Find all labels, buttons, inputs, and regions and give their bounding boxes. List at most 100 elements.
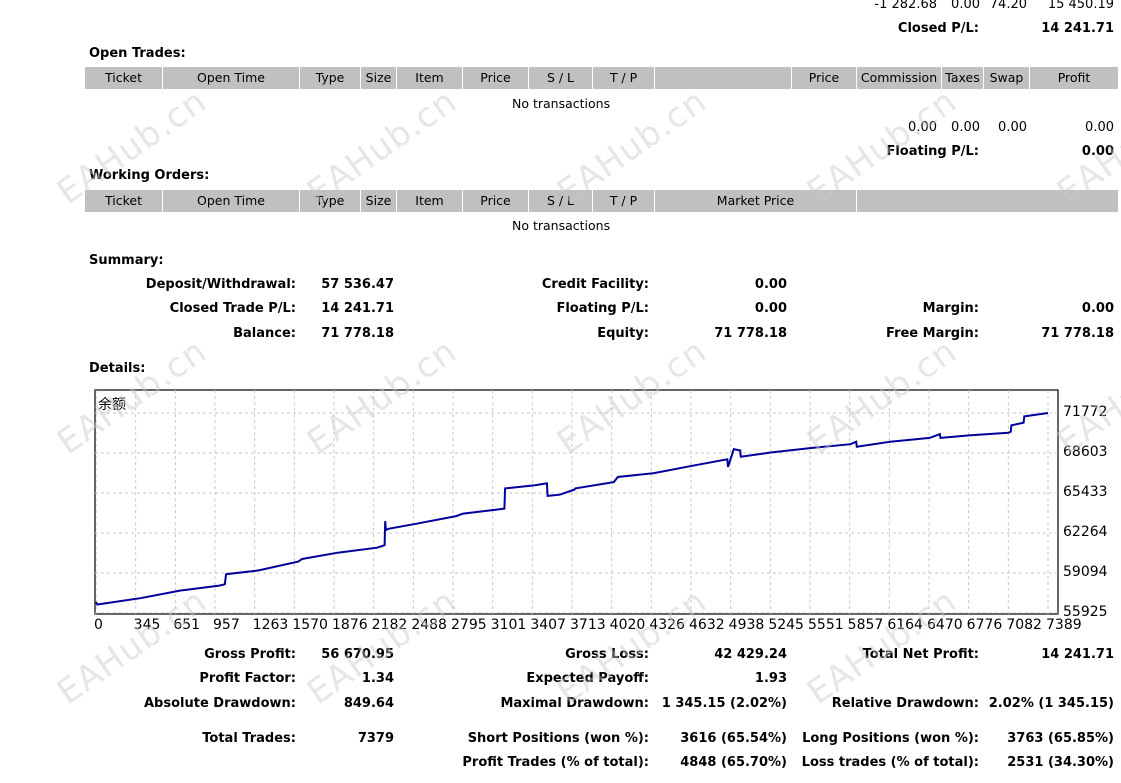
col-type[interactable]: Type (300, 67, 361, 89)
balance-value: 71 778.18 (321, 326, 394, 341)
col-swap[interactable]: Swap (984, 67, 1030, 89)
top-swap-total: 74.20 (989, 0, 1027, 12)
free-margin-value: 71 778.18 (1041, 326, 1114, 341)
col-tp[interactable]: T / P (593, 67, 655, 89)
col-open-time[interactable]: Open Time (163, 67, 300, 89)
x-tick-label: 4020 (609, 617, 646, 633)
summary-floating-pl-value: 0.00 (754, 301, 787, 316)
gross-profit-value: 56 670.95 (321, 647, 394, 662)
y-tick-label: 65433 (1063, 484, 1108, 500)
summary-floating-pl-label: Floating P/L: (556, 301, 649, 316)
deposit-value: 57 536.47 (321, 277, 394, 292)
x-tick-label: 7082 (1006, 617, 1042, 633)
y-tick-label: 68603 (1063, 444, 1108, 460)
deposit-label: Deposit/Withdrawal: (145, 277, 296, 292)
x-tick-label: 2795 (451, 617, 487, 633)
total-trades-label: Total Trades: (202, 731, 296, 746)
col-price[interactable]: Price (463, 67, 529, 89)
total-net-profit-value: 14 241.71 (1041, 647, 1114, 662)
x-tick-label: 4938 (728, 617, 765, 633)
x-tick-label: 1263 (252, 617, 289, 633)
short-positions-value: 3616 (65.54%) (680, 731, 787, 746)
closed-trade-pl-value: 14 241.71 (321, 301, 394, 316)
x-tick-label: 2488 (411, 617, 447, 633)
top-profit-total: 15 450.19 (1047, 0, 1114, 12)
balance-series-line (95, 412, 1049, 606)
relative-drawdown-label: Relative Drawdown: (831, 696, 979, 711)
x-tick-label: 7389 (1046, 617, 1082, 633)
absolute-drawdown-label: Absolute Drawdown: (144, 696, 296, 711)
closed-pl-label: Closed P/L: (897, 21, 979, 36)
x-tick-label: 651 (173, 617, 201, 633)
y-tick-label: 59094 (1063, 564, 1108, 580)
x-tick-label: 0 (94, 617, 103, 633)
open-trades-title: Open Trades: (89, 46, 186, 61)
working-orders-empty: No transactions (512, 218, 611, 233)
col-size[interactable]: Size (361, 190, 397, 212)
x-tick-label: 3407 (530, 617, 566, 633)
x-tick-label: 1570 (292, 617, 328, 633)
balance-label: Balance: (233, 326, 296, 341)
gross-loss-value: 42 429.24 (714, 647, 787, 662)
x-tick-label: 6470 (927, 617, 963, 633)
expected-payoff-label: Expected Payoff: (526, 671, 649, 686)
free-margin-label: Free Margin: (886, 326, 979, 341)
profit-trades-value: 4848 (65.70%) (680, 755, 787, 770)
open-trades-header: Ticket Open Time Type Size Item Price S … (85, 67, 1118, 89)
col-tp[interactable]: T / P (593, 190, 655, 212)
maximal-drawdown-value: 1 345.15 (2.02%) (661, 696, 787, 711)
y-tick-label: 62264 (1063, 524, 1108, 540)
x-tick-label: 957 (213, 617, 240, 633)
long-positions-value: 3763 (65.85%) (1007, 731, 1114, 746)
col-profit[interactable]: Profit (1057, 70, 1091, 85)
total-net-profit-label: Total Net Profit: (862, 647, 979, 662)
maximal-drawdown-label: Maximal Drawdown: (500, 696, 649, 711)
margin-value: 0.00 (1081, 301, 1114, 316)
floating-pl-value: 0.00 (1081, 144, 1114, 159)
closed-trade-pl-label: Closed Trade P/L: (169, 301, 296, 316)
working-orders-header: Ticket Open Time Type Size Item Price S … (85, 190, 1118, 212)
col-open-time[interactable]: Open Time (163, 190, 300, 212)
x-tick-label: 5245 (768, 617, 804, 633)
x-tick-label: 5857 (847, 617, 884, 633)
loss-trades-label: Loss trades (% of total): (801, 755, 979, 770)
col-item[interactable]: Item (397, 67, 463, 89)
summary-title: Summary: (89, 253, 164, 268)
col-sl[interactable]: S / L (529, 190, 593, 212)
col-taxes[interactable]: Taxes (942, 67, 984, 89)
open-commission-total: 0.00 (908, 120, 937, 135)
x-tick-label: 4326 (649, 617, 685, 633)
x-tick-label: 6164 (887, 617, 923, 633)
col-ticket[interactable]: Ticket (85, 190, 163, 212)
absolute-drawdown-value: 849.64 (343, 696, 394, 711)
col-close-price[interactable]: Price (792, 67, 857, 89)
profit-factor-label: Profit Factor: (199, 671, 296, 686)
floating-pl-label: Floating P/L: (886, 144, 979, 159)
total-trades-value: 7379 (357, 731, 394, 746)
short-positions-label: Short Positions (won %): (467, 731, 649, 746)
top-commission-total: -1 282.68 (874, 0, 937, 12)
x-tick-label: 2182 (371, 617, 408, 633)
col-sl[interactable]: S / L (529, 67, 593, 89)
y-tick-label: 55925 (1063, 604, 1108, 620)
equity-label: Equity: (597, 326, 649, 341)
chart-title: 余额 (98, 397, 126, 413)
x-tick-label: 4632 (689, 617, 725, 633)
col-blank (655, 67, 792, 89)
col-price[interactable]: Price (463, 190, 529, 212)
col-size[interactable]: Size (361, 67, 397, 89)
col-market-price[interactable]: Market Price (655, 190, 857, 212)
col-commission[interactable]: Commission (857, 67, 942, 89)
col-ticket[interactable]: Ticket (85, 67, 163, 89)
open-swap-total: 0.00 (998, 120, 1027, 135)
col-blank (857, 190, 1118, 212)
loss-trades-value: 2531 (34.30%) (1007, 755, 1114, 770)
x-tick-label: 1876 (332, 617, 368, 633)
margin-label: Margin: (922, 301, 979, 316)
expected-payoff-value: 1.93 (754, 671, 787, 686)
col-type[interactable]: Type (300, 190, 361, 212)
col-item[interactable]: Item (397, 190, 463, 212)
open-profit-total: 0.00 (1085, 120, 1114, 135)
y-tick-label: 71772 (1063, 404, 1108, 420)
open-taxes-total: 0.00 (951, 120, 980, 135)
